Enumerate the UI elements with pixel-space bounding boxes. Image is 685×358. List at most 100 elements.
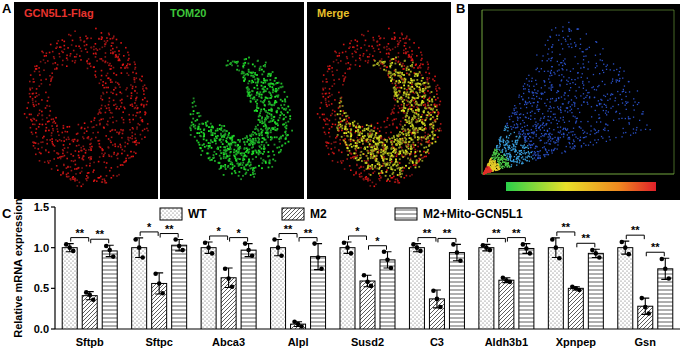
speckle [86,44,88,46]
speckle [379,180,381,182]
speckle [238,175,240,177]
speckle [220,133,222,135]
speckle [202,150,204,152]
speckle [222,131,224,133]
speckle [29,81,31,83]
speckle [59,56,61,58]
speckle [252,98,254,100]
speckle [213,154,215,156]
speckle [122,133,124,135]
speckle [267,156,269,158]
speckle [277,128,279,130]
speckle [339,143,341,145]
speckle [76,179,78,181]
speckle [201,123,203,125]
speckle [49,52,51,54]
speckle [121,99,123,101]
speckle [367,30,369,32]
speckle [116,155,118,157]
speckle [30,96,32,98]
speckle [193,110,195,112]
speckle [227,60,229,62]
speckle [67,47,69,49]
speckle [48,97,50,99]
speckle [132,86,134,88]
speckle [235,157,237,159]
speckle [115,146,117,148]
speckle [274,103,276,105]
speckle [263,71,265,73]
speckle [402,117,404,119]
speckle [396,127,398,129]
speckle [112,51,114,53]
speckle [277,96,279,98]
speckle [142,99,144,101]
speckle [256,85,258,87]
speckle [220,157,222,159]
speckle [63,127,65,129]
speckle [117,158,119,160]
speckle [104,161,106,163]
speckle [241,73,243,75]
speckle [252,64,254,66]
speckle [219,155,221,157]
speckle [62,132,64,134]
speckle [57,169,59,171]
speckle [226,130,228,132]
speckle [207,148,209,150]
speckle [389,180,391,182]
speckle [331,113,333,115]
speckle [55,117,57,119]
speckle [261,144,263,146]
speckle [266,130,268,132]
speckle [330,115,332,117]
speckle [132,141,134,143]
speckle [359,174,361,176]
speckle [254,79,256,81]
speckle [33,78,35,80]
speckle [346,56,348,58]
speckle [62,60,64,62]
speckle [48,152,50,154]
speckle [85,152,87,154]
speckle [251,90,253,92]
speckle [98,161,100,163]
speckle [398,42,400,44]
speckle [110,52,112,54]
speckle [193,101,195,103]
speckle [125,158,127,160]
speckle [289,109,291,111]
speckle [285,108,287,110]
speckle [111,130,113,132]
speckle [341,152,343,154]
speckle [91,47,93,49]
speckle [73,155,75,157]
speckle [195,128,197,130]
speckle [36,92,38,94]
speckle [247,139,249,141]
speckle [41,99,43,101]
speckle [242,77,244,79]
speckle [41,147,43,149]
speckle [379,175,381,177]
speckle [86,180,88,182]
speckle [72,178,74,180]
speckle [114,143,116,145]
speckle [101,32,103,34]
speckle [40,79,42,81]
speckle [280,138,282,140]
speckle [249,138,251,140]
speckle [110,50,112,52]
speckle [64,131,66,133]
speckle [89,159,91,161]
speckle [365,178,367,180]
speckle [116,94,118,96]
speckle [113,37,115,39]
speckle [211,132,213,134]
speckle [41,111,43,113]
speckle [372,55,374,57]
speckle [92,171,94,173]
speckle [142,88,144,90]
speckle [364,44,366,46]
speckle [365,176,367,178]
